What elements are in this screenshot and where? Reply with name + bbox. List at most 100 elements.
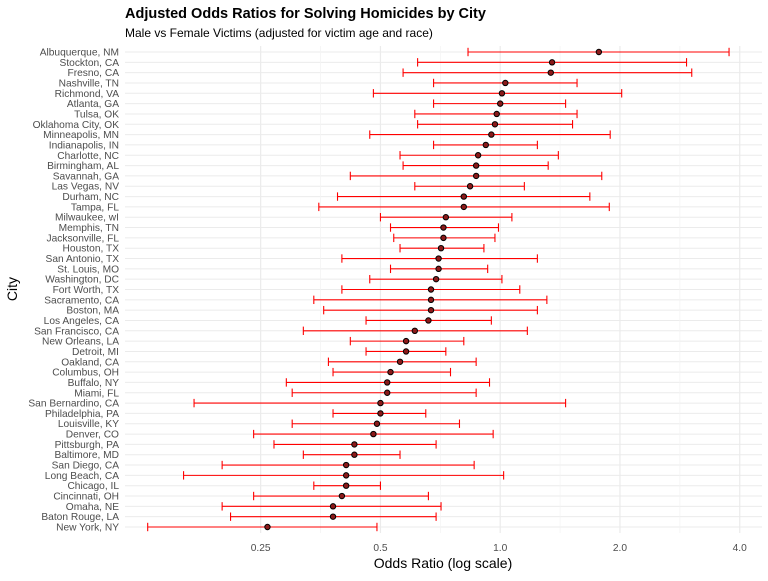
estimate-point — [384, 389, 391, 396]
y-tick-label: Los Angeles, CA — [44, 316, 120, 327]
estimate-point — [342, 461, 350, 469]
estimate-point — [460, 193, 468, 200]
estimate-point — [547, 69, 554, 76]
estimate-point — [427, 286, 435, 293]
y-tick-label: San Antonio, TX — [46, 254, 120, 265]
x-tick-label: 1.0 — [493, 543, 507, 554]
y-tick-label: San Bernardino, CA — [28, 399, 119, 410]
estimate-point — [402, 337, 410, 345]
estimate-point — [370, 430, 377, 438]
y-tick-label: Baltimore, MD — [54, 450, 119, 461]
y-tick-label: Fort Worth, TX — [53, 285, 120, 296]
estimate-point — [595, 48, 603, 56]
estimate-point — [329, 503, 337, 510]
estimate-point — [488, 131, 495, 138]
chart-title: Adjusted Odds Ratios for Solving Homicid… — [125, 6, 486, 22]
y-tick-label: Albuquerque, NM — [40, 48, 119, 59]
y-tick-label: Detroit, MI — [72, 347, 119, 358]
error-bar — [372, 89, 623, 98]
estimate-point — [427, 306, 435, 314]
y-tick-label: Philadelphia, PA — [45, 409, 119, 420]
y-tick-label: Pittsburgh, PA — [55, 440, 120, 451]
y-tick-label: Cincinnati, OH — [53, 492, 119, 503]
estimate-point — [435, 255, 442, 262]
estimate-point — [396, 358, 404, 365]
estimate-point — [377, 410, 384, 417]
y-tick-label: Buffalo, NY — [68, 378, 120, 389]
y-tick-label: Stockton, CA — [60, 58, 120, 69]
y-tick-label: Washington, DC — [45, 275, 119, 286]
estimate-point — [264, 523, 271, 531]
estimate-point — [440, 224, 447, 231]
y-tick-label: Milwaukee, wI — [55, 213, 119, 224]
y-tick-label: Savannah, GA — [53, 171, 119, 182]
estimate-point — [402, 348, 410, 355]
chart-subtitle: Male vs Female Victims (adjusted for vic… — [125, 26, 433, 40]
y-tick-label: Denver, CO — [66, 430, 119, 441]
y-tick-label: St. Louis, MO — [57, 264, 119, 275]
y-tick-label: Nashville, TN — [59, 78, 119, 89]
estimate-point — [491, 121, 499, 128]
x-tick-label: 4.0 — [733, 543, 747, 554]
y-tick-label: Atlanta, GA — [67, 99, 119, 110]
error-bar — [402, 68, 693, 77]
y-tick-label: Baton Rouge, LA — [41, 512, 119, 523]
y-tick-label: Omaha, NE — [66, 502, 119, 513]
estimate-point — [387, 368, 394, 376]
estimate-point — [351, 441, 358, 448]
estimate-point — [342, 482, 350, 489]
x-tick-labels: 0.25 0.5 1.0 2.0 4.0 — [251, 543, 747, 554]
y-tick-label: Tulsa, OK — [74, 109, 119, 120]
y-tick-label: Fresno, CA — [67, 68, 119, 79]
estimate-point — [437, 244, 445, 252]
estimate-point — [427, 296, 435, 304]
y-tick-label: Oklahoma City, OK — [33, 120, 120, 131]
y-tick-label: Durham, NC — [62, 192, 119, 203]
y-tick-label: Boston, MA — [66, 306, 119, 317]
x-tick-label: 2.0 — [613, 543, 627, 554]
estimate-point — [474, 152, 482, 159]
estimate-point — [442, 214, 450, 221]
x-tick-label: 0.25 — [251, 543, 271, 554]
estimate-point — [493, 110, 500, 118]
y-tick-label: Memphis, TN — [59, 223, 119, 234]
error-bar — [147, 522, 378, 532]
estimate-point — [351, 451, 358, 458]
y-tick-label: Tampa, FL — [71, 202, 119, 213]
y-tick-label: New York, NY — [56, 523, 119, 534]
y-tick-label: Minneapolis, MN — [43, 130, 119, 141]
estimate-point — [498, 90, 506, 97]
y-tick-label: Louisville, KY — [58, 419, 119, 430]
y-tick-label: Birmingham, AL — [47, 161, 119, 172]
estimate-point — [342, 472, 350, 479]
y-tick-label: Sacramento, CA — [44, 295, 119, 306]
estimate-point — [497, 100, 504, 107]
y-axis-title: City — [4, 277, 20, 301]
y-tick-label: Las Vegas, NV — [52, 182, 120, 193]
y-tick-label: San Diego, CA — [52, 461, 120, 472]
estimate-point — [384, 379, 391, 386]
estimate-point — [472, 162, 480, 169]
y-tick-label: Charlotte, NC — [57, 151, 119, 162]
estimate-point — [425, 317, 432, 324]
estimate-point — [548, 59, 556, 66]
x-axis-title: Odds Ratio (log scale) — [374, 555, 513, 571]
estimate-point — [502, 79, 509, 87]
y-tick-label: Oakland, CA — [61, 357, 119, 368]
estimate-point — [338, 492, 346, 500]
y-tick-label: Jacksonville, FL — [47, 233, 120, 244]
estimate-point — [377, 399, 384, 407]
estimate-point — [482, 141, 490, 149]
estimate-point — [329, 513, 337, 520]
y-tick-label: Columbus, OH — [52, 368, 119, 379]
y-tick-label: Long Beach, CA — [45, 471, 119, 482]
estimate-point — [432, 275, 440, 283]
y-tick-label: Miami, FL — [74, 388, 119, 399]
estimate-point — [435, 265, 442, 273]
y-tick-label: Indianapolis, IN — [49, 140, 119, 151]
estimate-point — [440, 234, 447, 242]
y-tick-label: San Francisco, CA — [34, 326, 119, 337]
